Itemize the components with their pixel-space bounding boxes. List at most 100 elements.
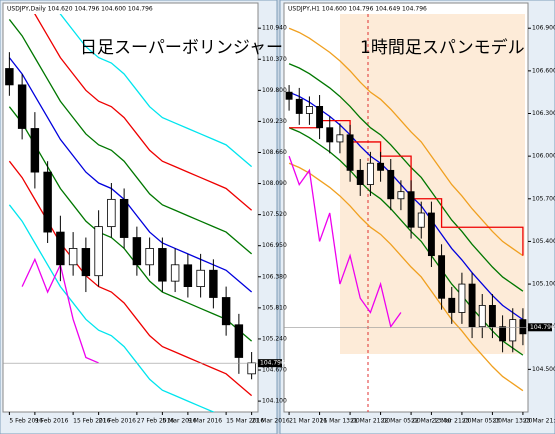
candle-body [285,91,293,100]
price-tag [258,359,282,368]
candle-body [209,269,218,298]
candle-body [346,134,354,171]
x-tick-label: 23 Mar 05:00 [462,418,502,425]
candle-body [247,362,256,375]
candle-body [488,304,496,328]
y-tick-label: 106.300 [532,110,555,117]
candle-body [458,283,466,313]
candle-body [196,269,205,288]
x-tick-label: 21 Mar 21:00 [350,418,390,425]
y-tick-label: 104.100 [262,398,287,405]
x-tick-label: 23 Mar 21:00 [523,418,555,425]
candle-body [366,162,374,185]
candle-body [336,134,344,143]
candle-body [478,304,486,328]
chart-header: USDJPY,H1 104.600 104.796 104.649 104.79… [288,6,427,13]
candle-body [5,68,14,86]
x-tick-label: 22 Mar 13:00 [411,418,451,425]
candle-body [295,98,303,114]
chart-header: USDJPY,Daily 104.620 104.796 104.600 104… [7,6,153,13]
y-tick-label: 104.500 [532,366,555,373]
indicator-line [288,155,402,329]
y-tick-label: 110.940 [262,25,287,32]
x-tick-label: 15 Feb 2016 [73,418,111,425]
candle-body [427,212,435,257]
x-tick-label: 21 Mar 2016 [289,418,327,425]
x-tick-label: 21 Feb 2016 [99,418,137,425]
x-tick-label: 22 Mar 21:00 [431,418,471,425]
candle-body [68,248,78,266]
candle-body [499,326,507,342]
candle-body [17,84,27,129]
chart-title: 日足スーパーボリンジャー [80,38,283,58]
candle-body [221,297,231,326]
x-tick-label: 23 Mar 13:00 [492,418,532,425]
x-tick-label: 9 Feb 2016 [35,418,69,425]
y-tick-label: 106.000 [532,153,555,160]
candle-body [170,264,180,282]
y-tick-label: 106.950 [262,242,287,249]
candle-body [326,127,334,143]
candle-body [94,226,103,277]
candle-body [81,248,91,277]
candle-body [316,105,324,129]
indicator-line [34,14,253,211]
y-tick-label: 105.810 [262,304,287,311]
candle-body [158,248,167,282]
plot [285,27,527,392]
y-tick-label: 104.670 [262,367,287,374]
candle-body [417,212,425,228]
price-label: 104.796 [260,360,285,367]
candle-body [145,248,154,266]
candle-body [438,255,446,299]
candle-body [468,283,476,328]
indicator-line [288,91,524,321]
y-tick-label: 106.380 [262,273,287,280]
candle-body [132,237,142,266]
x-tick-label: 22 Mar 05:00 [381,418,421,425]
y-tick-label: 105.240 [262,335,287,342]
indicator-line [8,204,216,412]
candle-body [407,191,415,228]
y-tick-label: 109.230 [262,118,287,125]
x-tick-label: 27 Feb 2016 [137,418,175,425]
candle-body [234,324,244,358]
indicator-line [8,19,253,255]
indicator-line [8,57,253,293]
candle-body [30,128,40,173]
x-tick-label: 21 Mar 2016 [252,418,290,425]
y-tick-label: 107.520 [262,211,287,218]
candle-body [397,191,405,200]
x-tick-label: 15 Mar 2016 [226,418,264,425]
x-tick-label: 5 Feb 2016 [9,418,43,425]
candle-body [448,297,456,313]
plot [5,14,256,412]
candle-body [183,264,193,288]
y-tick-label: 108.090 [262,180,287,187]
indicator-line [288,162,524,392]
indicator-line [288,63,524,292]
y-tick-label: 106.600 [532,67,555,74]
price-label: 104.796 [530,324,555,331]
indicator-line [59,14,253,168]
indicator-line [289,119,524,256]
price-tag [528,323,552,332]
x-tick-label: 21 Mar 13:00 [320,418,360,425]
candle-body [43,171,52,233]
y-tick-label: 110.370 [262,56,287,63]
candle-body [377,162,385,171]
candle-body [356,169,364,185]
chart-title: 1時間足スパンモデル [360,37,525,58]
candle-body [519,319,527,335]
candle-body [509,319,517,342]
x-tick-label: 5 Mar 2016 [162,418,196,425]
candle-body [305,105,313,114]
y-tick-label: 106.900 [532,25,555,32]
candle-body [107,198,116,228]
indicator-line [288,27,524,257]
candle-body [387,169,395,200]
y-tick-label: 109.800 [262,87,287,94]
x-tick-label: 9 Mar 2016 [188,418,222,425]
